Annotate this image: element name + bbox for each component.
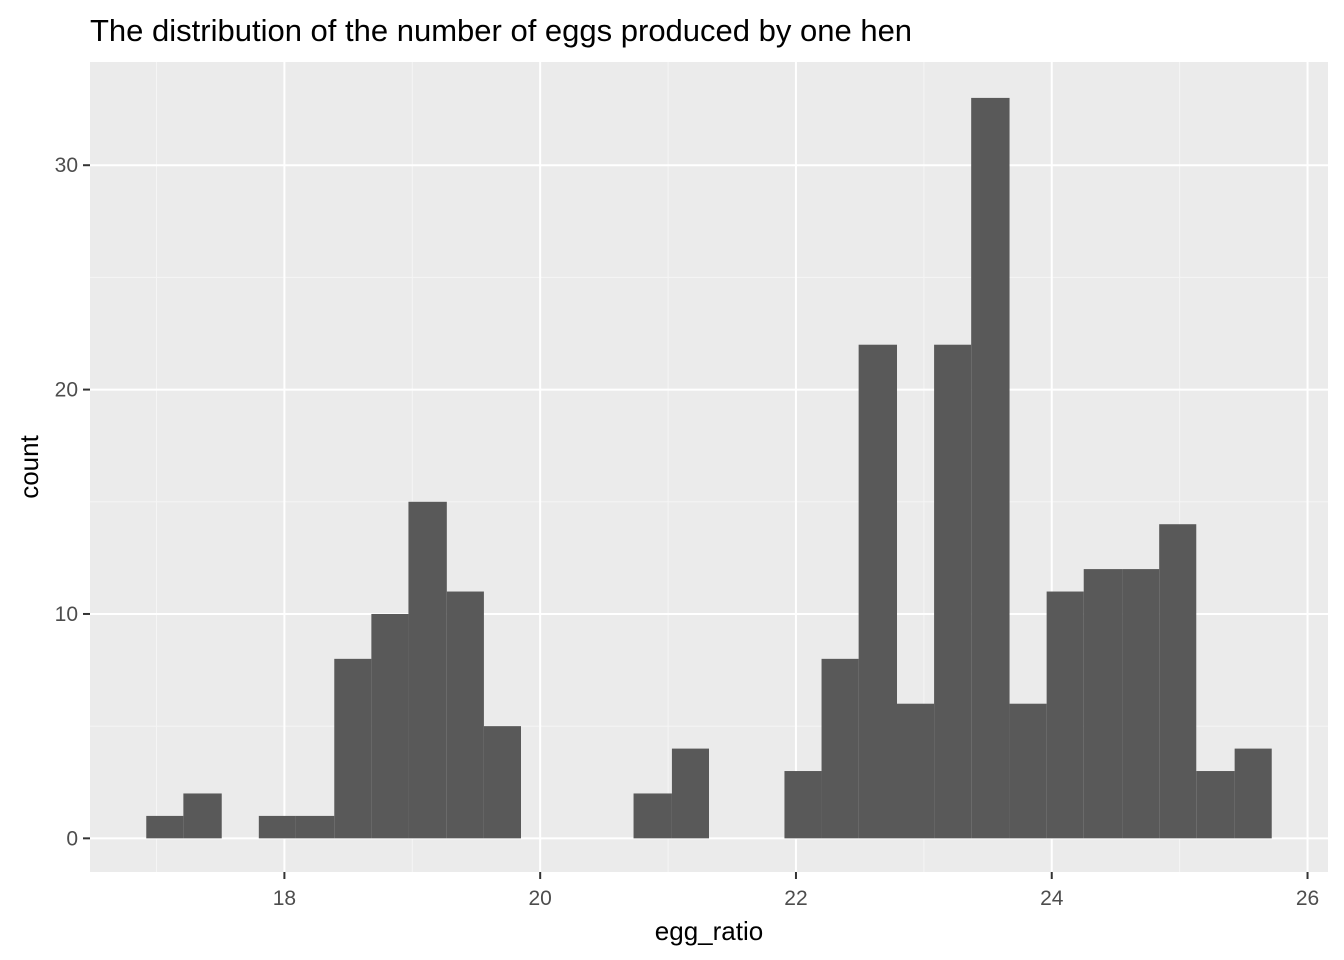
y-tick-label: 20 <box>55 379 78 402</box>
x-tick-label: 24 <box>1040 887 1064 910</box>
histogram-bar <box>371 613 409 839</box>
histogram-bar <box>483 726 521 839</box>
histogram-bar <box>821 658 859 839</box>
histogram-bar <box>183 793 222 839</box>
x-tick-label: 20 <box>529 887 552 910</box>
histogram-bar <box>1159 524 1197 839</box>
histogram-bar <box>408 501 447 839</box>
histogram-bar <box>334 658 372 839</box>
histogram-bar <box>1009 703 1047 839</box>
x-tick-label: 22 <box>784 887 807 910</box>
major-gridlines <box>90 62 1328 872</box>
y-tick-label: 0 <box>66 827 78 850</box>
histogram-bar <box>146 815 184 839</box>
histogram-bar <box>446 591 484 839</box>
y-tick-label: 30 <box>55 154 78 177</box>
histogram-bar <box>295 815 335 839</box>
histogram-bar <box>1046 591 1084 839</box>
histogram-bar <box>897 703 935 839</box>
y-axis-ticks: 0 10 20 30 <box>55 154 90 850</box>
histogram-bar <box>858 344 898 839</box>
histogram-bar <box>671 748 709 839</box>
histogram-bar <box>1083 569 1123 839</box>
x-axis-title: egg_ratio <box>655 916 763 946</box>
histogram-bar <box>633 793 672 839</box>
histogram-bar <box>934 344 972 839</box>
histogram-bars <box>146 97 1272 839</box>
histogram-bar <box>1234 748 1272 839</box>
histogram-bar <box>971 97 1010 839</box>
y-tick-label: 10 <box>55 603 78 626</box>
histogram-bar <box>1122 569 1160 839</box>
x-axis-ticks: 18 20 22 24 26 <box>273 872 1319 910</box>
x-tick-label: 18 <box>273 887 296 910</box>
histogram-bar <box>784 771 822 839</box>
x-tick-label: 26 <box>1296 887 1319 910</box>
histogram-bar <box>1196 771 1235 839</box>
histogram-bar <box>258 815 296 839</box>
chart-title: The distribution of the number of eggs p… <box>90 13 912 48</box>
y-axis-title: count <box>14 434 44 498</box>
